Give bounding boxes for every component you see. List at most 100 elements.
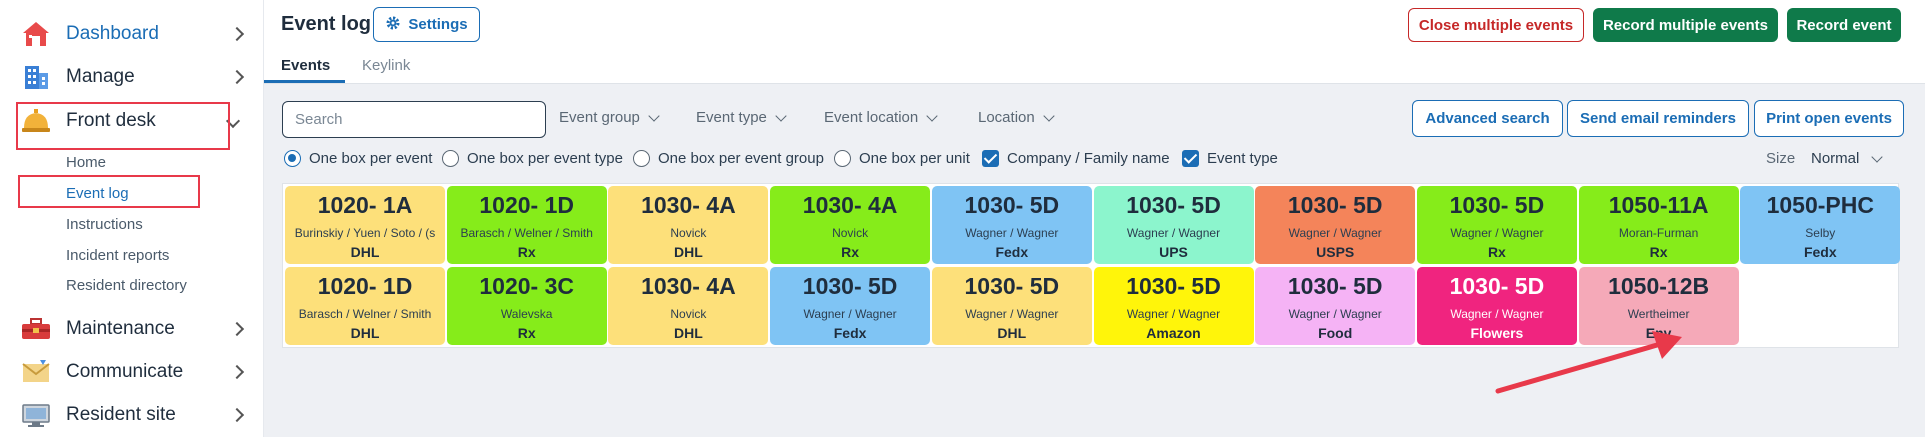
card-event-type: Rx	[1487, 244, 1506, 260]
sidebar-item-resident-site[interactable]: Resident site	[0, 393, 264, 437]
card-event-type: Fedx	[1803, 244, 1837, 260]
event-card[interactable]: 1020- 3C Walevska Rx	[446, 267, 607, 345]
event-card[interactable]: 1050-PHC Selby Fedx	[1740, 186, 1901, 264]
card-event-type: Amazon	[1146, 325, 1201, 341]
chevron-down-icon	[775, 109, 787, 122]
subitem-incident-reports[interactable]: Incident reports	[66, 247, 170, 264]
sidebar-item-label: Manage	[66, 66, 135, 87]
checkbox	[982, 150, 999, 167]
radio-button	[442, 150, 459, 167]
event-group-dropdown[interactable]: Event group	[559, 109, 660, 126]
card-event-type: DHL	[674, 244, 703, 260]
tab-events[interactable]: Events	[281, 57, 331, 74]
event-card[interactable]: 1030- 4A Novick DHL	[608, 267, 769, 345]
sidebar-item-maintenance[interactable]: Maintenance	[0, 307, 264, 351]
radio-button	[284, 150, 301, 167]
event-card[interactable]: 1030- 5D Wagner / Wagner Rx	[1416, 186, 1577, 264]
card-names: Wagner / Wagner	[1288, 226, 1382, 240]
search-input[interactable]: Search	[282, 101, 546, 138]
sidebar-item-communicate[interactable]: Communicate	[0, 350, 264, 394]
card-event-type: DHL	[997, 325, 1027, 341]
event-card[interactable]: 1030- 5D Wagner / Wagner DHL	[931, 267, 1092, 345]
event-card[interactable]: 1030- 5D Wagner / Wagner Fedx	[770, 267, 931, 345]
card-names: Burinskiy / Yuen / Soto / (s	[294, 226, 436, 240]
event-card[interactable]: 1020- 1D Barasch / Welner / Smith Rx	[446, 186, 607, 264]
radio-one-box-per-unit[interactable]: One box per unit	[834, 150, 970, 167]
event-card[interactable]: 1030- 5D Wagner / Wagner Fedx	[931, 186, 1092, 264]
event-card[interactable]: 1030- 5D Wagner / Wagner Flowers	[1416, 267, 1577, 345]
chevron-down-icon	[926, 109, 938, 122]
send-email-reminders-button[interactable]: Send email reminders	[1567, 100, 1749, 137]
subitem-home[interactable]: Home	[66, 154, 107, 171]
gear-icon	[385, 15, 401, 35]
record-event-button[interactable]: Record event	[1787, 8, 1901, 42]
event-card[interactable]: 1030- 5D Wagner / Wagner Food	[1255, 267, 1416, 345]
size-value: Normal	[1811, 150, 1860, 167]
radio-button	[633, 150, 650, 167]
settings-button[interactable]: Settings	[373, 7, 480, 42]
settings-label: Settings	[408, 16, 468, 33]
size-select[interactable]: Normal	[1811, 150, 1884, 167]
radio-one-box-per-event[interactable]: One box per event	[284, 150, 432, 167]
card-unit: 1030- 5D	[1449, 192, 1545, 218]
checkbox-company-family-name[interactable]: Company / Family name	[982, 150, 1170, 167]
sidebar-item-manage[interactable]: Manage	[0, 55, 264, 99]
card-names: Selby	[1805, 226, 1836, 240]
advanced-search-button[interactable]: Advanced search	[1412, 100, 1563, 137]
event-card[interactable]: 1020- 1A Burinskiy / Yuen / Soto / (s DHL	[285, 186, 445, 264]
house-icon	[20, 18, 52, 50]
card-event-type: DHL	[350, 325, 380, 341]
card-unit: 1050-12B	[1608, 273, 1710, 299]
dropdown-label: Location	[978, 109, 1035, 126]
checkbox-label: Company / Family name	[1007, 150, 1170, 167]
subitem-resident-directory[interactable]: Resident directory	[66, 277, 187, 294]
tab-keylink[interactable]: Keylink	[362, 57, 411, 74]
close-multiple-events-button[interactable]: Close multiple events	[1408, 8, 1584, 42]
radio-one-box-per-event-type[interactable]: One box per event type	[442, 150, 623, 167]
record-multiple-events-button[interactable]: Record multiple events	[1593, 8, 1778, 42]
event-card[interactable]: 1020- 1D Barasch / Welner / Smith DHL	[285, 267, 445, 345]
main-content: Event log Settings Close multiple events…	[264, 0, 1925, 437]
radio-one-box-per-event-group[interactable]: One box per event group	[633, 150, 824, 167]
size-label: Size	[1766, 150, 1796, 167]
print-open-events-button[interactable]: Print open events	[1754, 100, 1904, 137]
event-card[interactable]: 1050-11A Moran-Furman Rx	[1578, 186, 1739, 264]
sidebar-item-label: Dashboard	[66, 23, 159, 44]
card-event-type: DHL	[674, 325, 703, 341]
event-card[interactable]: 1030- 4A Novick Rx	[770, 186, 931, 264]
toolbox-icon	[20, 313, 52, 345]
card-names: Novick	[832, 226, 869, 240]
event-type-dropdown[interactable]: Event type	[696, 109, 787, 126]
event-card[interactable]: 1050-12BWertheimerEnv	[1578, 267, 1739, 345]
card-names: Novick	[670, 307, 707, 321]
event-card[interactable]: 1030- 5D Wagner / Wagner UPS	[1093, 186, 1254, 264]
chevron-right-icon	[229, 69, 245, 85]
sidebar-item-label: Maintenance	[66, 318, 175, 339]
card-event-type: Food	[1318, 325, 1353, 341]
subitem-instructions[interactable]: Instructions	[66, 216, 143, 233]
event-location-dropdown[interactable]: Event location	[824, 109, 938, 126]
card-event-type: UPS	[1159, 244, 1188, 260]
sidebar-item-label: Front desk	[66, 110, 156, 131]
radio-label: One box per event	[309, 150, 433, 167]
card-event-type: Rx	[841, 244, 860, 260]
card-names: Barasch / Welner / Smith	[460, 226, 593, 240]
bell-icon	[20, 105, 52, 137]
card-unit: 1030- 4A	[641, 273, 736, 299]
location-dropdown[interactable]: Location	[978, 109, 1055, 126]
subitem-event-log[interactable]: Event log	[66, 185, 129, 202]
sidebar-item-label: Communicate	[66, 361, 184, 382]
card-unit: 1050-PHC	[1766, 192, 1874, 218]
event-card[interactable]: 1030- 5D Wagner / Wagner Amazon	[1093, 267, 1254, 345]
card-names: Walevska	[500, 307, 553, 321]
event-card[interactable]: 1030- 5D Wagner / Wagner USPS	[1255, 186, 1416, 264]
dropdown-label: Event location	[824, 109, 919, 126]
sidebar-item-front-desk[interactable]: Front desk	[0, 99, 264, 143]
annotation-arrow	[1495, 331, 1682, 394]
tab-underline	[264, 80, 345, 83]
sidebar-item-dashboard[interactable]: Dashboard	[0, 12, 264, 56]
card-names: Wagner / Wagner	[1126, 307, 1221, 321]
checkbox	[1182, 150, 1199, 167]
event-card[interactable]: 1030- 4A Novick DHL	[608, 186, 769, 264]
checkbox-event-type[interactable]: Event type	[1182, 150, 1278, 167]
